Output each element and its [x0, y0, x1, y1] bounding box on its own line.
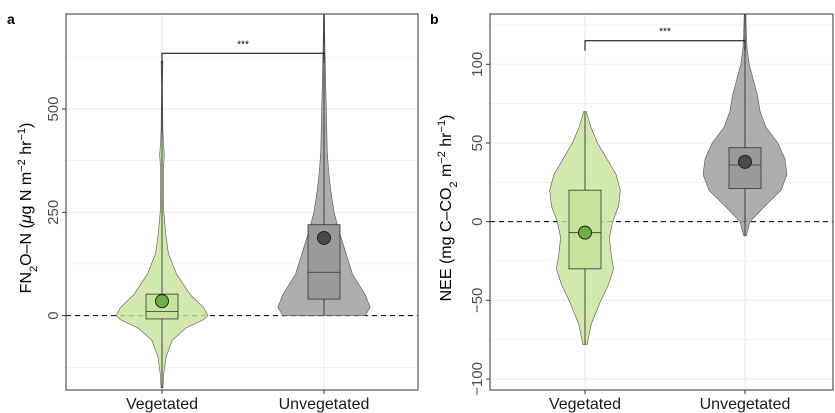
panel-b-unvegetated-mean-point [739, 155, 752, 168]
panel-b-y-tick-label: 100 [469, 52, 486, 77]
panel-a-vegetated-mean-point [156, 295, 169, 308]
panel-a-x-tick-label: Vegetated [126, 396, 198, 413]
panel-b-label: b [430, 11, 439, 27]
panel-b-y-axis-title: NEE (mg C–CO2 m−2 hr−1) [436, 115, 460, 302]
panel-b-y-tick-label: −50 [469, 288, 486, 313]
panel-b-y-tick-label: −100 [469, 362, 486, 396]
panel-a-y-tick-label: 250 [45, 200, 62, 225]
panel-a-plot-area: *** 0 250 500 Vegetated Unvegetated [45, 14, 418, 413]
panel-b-background [490, 14, 833, 390]
panel-a-x-tick-label: Unvegetated [279, 396, 370, 413]
panel-a-y-axis-title: FN2O–N (μg N m−2 hr−1) [16, 123, 40, 294]
panel-b-x-tick-label: Unvegetated [700, 396, 791, 413]
panel-a-significance-label: *** [237, 39, 249, 50]
panel-a-y-tick-label: 500 [45, 97, 62, 122]
panel-b-y-tick-label: 0 [469, 217, 486, 225]
panel-b-y-tick-label: 50 [469, 135, 486, 152]
panel-a: a FN2O–N (μg N m−2 hr−1) *** 0 250 500 Veget… [7, 11, 418, 413]
panel-a-unvegetated-mean-point [318, 231, 331, 244]
panel-b-x-tick-label: Vegetated [549, 396, 621, 413]
panel-b-plot-area: *** −100 −50 0 50 100 Vegetated Unvegetated [469, 14, 833, 413]
panel-b: b NEE (mg C–CO2 m−2 hr−1) *** −100 −50 0 50 1… [430, 11, 833, 413]
panel-b-vegetated-mean-point [579, 226, 592, 239]
panel-a-background [66, 14, 418, 390]
panel-b-significance-label: *** [659, 27, 671, 38]
panel-a-label: a [7, 11, 15, 27]
panel-a-y-tick-label: 0 [45, 311, 62, 319]
